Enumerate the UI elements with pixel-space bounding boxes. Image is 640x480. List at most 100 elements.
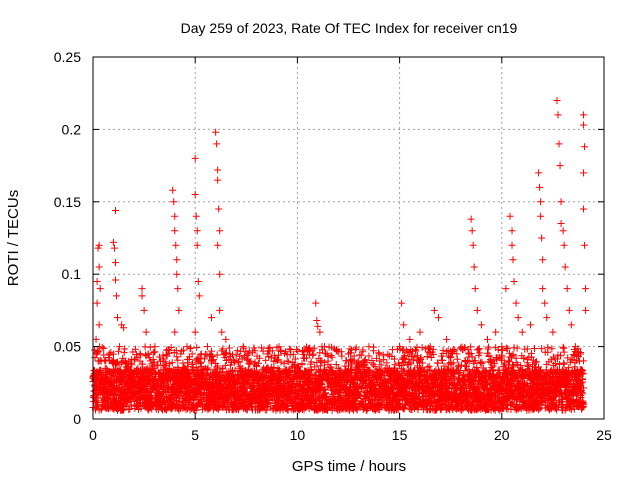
data-point: [196, 354, 204, 362]
data-point: [364, 366, 372, 374]
data-point: [332, 361, 340, 369]
data-point: [439, 356, 447, 364]
data-point: [453, 355, 461, 363]
data-point: [128, 361, 136, 369]
data-point: [415, 393, 423, 401]
data-point: [468, 353, 476, 361]
data-point: [263, 406, 271, 414]
data-point: [192, 406, 200, 414]
data-point: [457, 406, 465, 414]
data-point: [235, 406, 243, 414]
data-point: [434, 359, 442, 367]
data-point: [517, 394, 525, 402]
data-point: [509, 350, 517, 358]
data-point: [478, 358, 486, 366]
data-point: [188, 350, 196, 358]
data-point: [412, 347, 420, 355]
data-point: [311, 400, 319, 408]
data-point: [200, 355, 208, 363]
data-point: [127, 359, 135, 367]
data-point: [98, 343, 106, 351]
data-point: [502, 405, 510, 413]
data-point: [442, 402, 450, 410]
data-point: [471, 357, 479, 365]
data-point: [548, 345, 556, 353]
data-point: [548, 399, 556, 407]
data-point: [197, 358, 205, 366]
data-point: [474, 346, 482, 354]
data-point: [286, 345, 294, 353]
data-point: [215, 372, 223, 380]
data-point: [173, 353, 181, 361]
data-point: [400, 404, 408, 412]
data-point: [227, 368, 235, 376]
data-point: [189, 359, 197, 367]
data-point: [337, 348, 345, 356]
data-point: [120, 349, 128, 357]
data-point: [533, 358, 541, 366]
data-point: [505, 349, 513, 357]
data-point: [291, 355, 299, 363]
data-point: [155, 353, 163, 361]
data-point: [241, 380, 249, 388]
data-point: [201, 374, 209, 382]
data-point: [297, 395, 305, 403]
data-point: [357, 351, 365, 359]
data-point: [440, 362, 448, 370]
data-point: [442, 375, 450, 383]
data-point: [139, 360, 147, 368]
data-point: [502, 344, 510, 352]
data-point: [508, 399, 516, 407]
data-point: [424, 363, 432, 371]
data-point: [501, 359, 509, 367]
grid-layer: [93, 57, 604, 419]
data-point: [551, 393, 559, 401]
data-point: [307, 370, 315, 378]
data-point: [405, 358, 413, 366]
data-point: [146, 343, 154, 351]
data-point: [255, 359, 263, 367]
data-point: [121, 345, 129, 353]
data-point: [274, 351, 282, 359]
data-point: [417, 354, 425, 362]
data-point: [368, 369, 376, 377]
data-point: [316, 387, 324, 395]
data-point: [244, 402, 252, 410]
data-point: [536, 366, 544, 374]
data-point: [219, 345, 227, 353]
data-point: [251, 358, 259, 366]
data-point: [305, 347, 313, 355]
data-point: [458, 400, 466, 408]
data-point: [476, 359, 484, 367]
data-point: [485, 343, 493, 351]
data-point: [402, 389, 410, 397]
data-point: [307, 402, 315, 410]
data-point: [353, 358, 361, 366]
data-point: [213, 351, 221, 359]
data-point: [153, 381, 161, 389]
data-point: [193, 344, 201, 352]
data-point: [503, 401, 511, 409]
data-point: [443, 348, 451, 356]
data-point: [225, 344, 233, 352]
data-point: [239, 343, 247, 351]
data-point: [258, 344, 266, 352]
data-point: [247, 357, 255, 365]
data-point: [389, 385, 397, 393]
data-point: [553, 355, 561, 363]
data-point: [476, 349, 484, 357]
data-point: [461, 366, 469, 374]
data-point: [196, 359, 204, 367]
data-point: [346, 345, 354, 353]
data-point: [380, 356, 388, 364]
data-point: [418, 344, 426, 352]
data-point: [167, 344, 175, 352]
data-point: [282, 348, 290, 356]
data-point: [467, 350, 475, 358]
data-point: [285, 358, 293, 366]
data-point: [342, 357, 350, 365]
data-point: [250, 344, 258, 352]
data-point: [504, 365, 512, 373]
data-point: [551, 359, 559, 367]
data-point: [328, 353, 336, 361]
